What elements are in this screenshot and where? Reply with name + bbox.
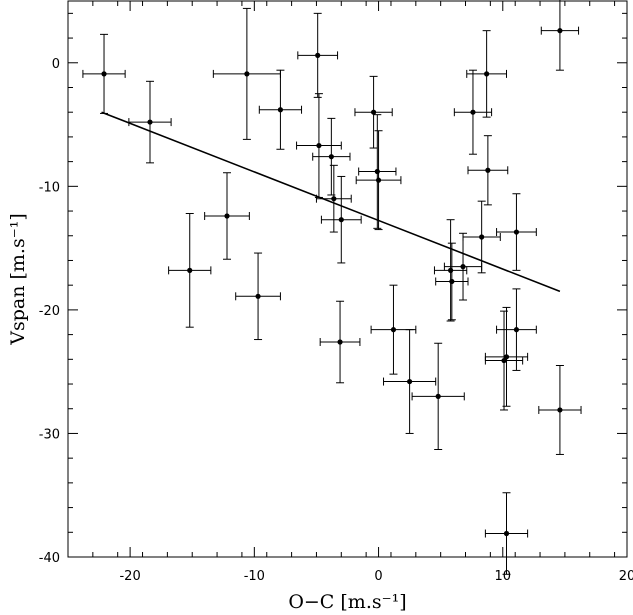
y-tick-label: -30	[39, 427, 60, 442]
axis-ticks: -20 -10 0 10 20 0 -10 -20 -30 -40	[39, 1, 633, 584]
point-marker	[147, 119, 153, 125]
point-marker	[315, 52, 321, 58]
data-point	[540, 0, 580, 71]
data-point	[128, 80, 172, 164]
x-tick-label: -20	[119, 569, 140, 584]
point-marker	[224, 213, 230, 219]
fit-line	[101, 111, 561, 293]
point-marker	[374, 168, 380, 175]
point-marker	[328, 154, 334, 160]
x-tick-label: 0	[374, 569, 382, 584]
y-axis-title: Vspan [m.s⁻¹]	[7, 213, 29, 346]
data-point	[433, 219, 468, 322]
point-marker	[448, 267, 454, 273]
point-marker	[255, 293, 261, 299]
point-marker	[449, 278, 455, 285]
point-marker	[557, 28, 563, 34]
data-point	[82, 33, 126, 114]
point-marker	[484, 71, 490, 77]
x-axis-title: O−C [m.s⁻¹]	[288, 591, 406, 613]
data-point	[297, 12, 339, 98]
point-marker	[316, 142, 322, 149]
point-marker	[407, 378, 413, 385]
point-marker	[513, 229, 520, 235]
point-marker	[338, 217, 344, 223]
data-point	[235, 252, 281, 341]
y-tick-label: 0	[52, 57, 60, 72]
data-point	[212, 7, 281, 140]
point-marker	[331, 196, 337, 202]
data-point	[383, 329, 437, 434]
data-point	[358, 114, 397, 229]
point-marker	[557, 407, 563, 413]
point-marker	[375, 177, 382, 183]
data-point	[168, 213, 212, 328]
data-point	[258, 69, 303, 150]
point-marker	[485, 167, 491, 173]
data-point	[484, 310, 524, 411]
point-marker	[101, 71, 107, 77]
data-point	[312, 117, 351, 196]
point-marker	[435, 393, 441, 399]
data-point	[204, 172, 250, 260]
y-tick-label: -20	[39, 304, 60, 319]
plot-marks	[82, 0, 582, 575]
data-point	[443, 232, 483, 301]
data-point	[411, 342, 465, 451]
x-tick-label: -10	[244, 569, 265, 584]
point-marker	[390, 327, 397, 333]
point-marker	[244, 71, 250, 77]
data-point	[466, 30, 508, 118]
data-point	[355, 130, 402, 231]
data-point	[484, 492, 529, 575]
point-marker	[277, 107, 284, 113]
point-marker	[513, 327, 520, 333]
data-point	[354, 75, 393, 149]
point-marker	[470, 109, 476, 115]
data-point	[320, 175, 362, 264]
data-point	[296, 93, 342, 198]
data-point	[496, 193, 537, 271]
plot-frame	[67, 0, 628, 558]
data-point	[496, 288, 537, 371]
point-marker	[503, 354, 510, 360]
point-marker	[501, 357, 507, 364]
point-marker	[370, 109, 377, 115]
x-tick-label: 10	[495, 569, 512, 584]
data-point	[319, 300, 361, 384]
data-point	[453, 69, 493, 155]
point-marker	[460, 264, 466, 270]
y-tick-label: -40	[39, 551, 60, 566]
data-point	[462, 200, 501, 274]
data-point	[538, 364, 582, 455]
y-tick-label: -10	[39, 180, 60, 195]
point-marker	[337, 339, 343, 345]
point-marker	[187, 267, 193, 273]
data-point	[484, 306, 529, 407]
x-tick-label: 20	[619, 569, 633, 584]
point-marker	[503, 530, 510, 537]
data-point	[467, 135, 509, 206]
point-marker	[479, 234, 485, 240]
